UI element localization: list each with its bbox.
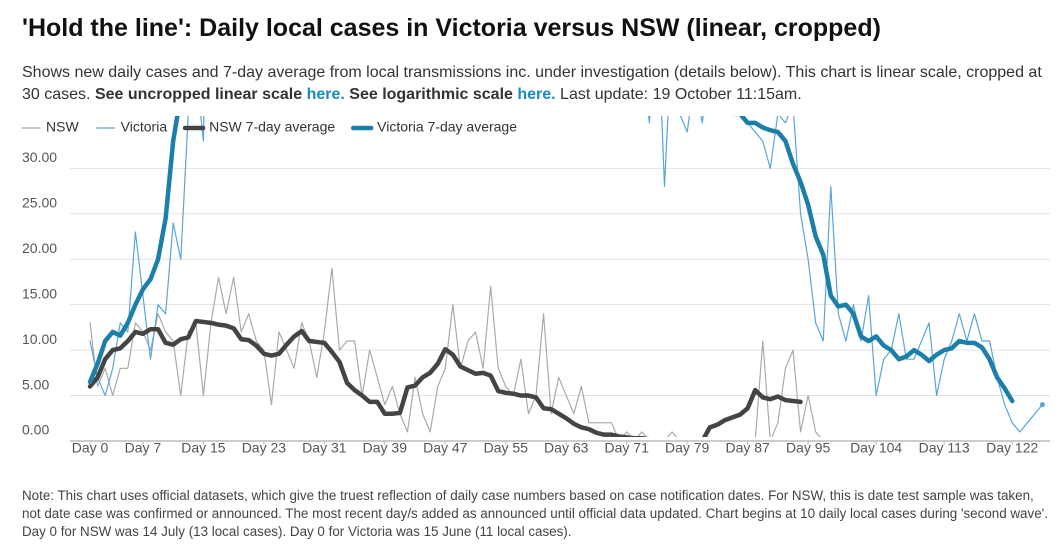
chart: 0.00 5.00 10.00 15.00 20.00 25.00 30.00 Day 0 Da… bbox=[21, 116, 1050, 456]
plot-area bbox=[87, 116, 1045, 437]
link[interactable]: here. bbox=[306, 86, 345, 103]
y-tick-label: 15.00 bbox=[22, 285, 57, 301]
legend: NSW Victoria NSW 7-day average Victoria 7-d… bbox=[21, 119, 517, 135]
subtitle-text: Last update: 19 October 11:15am. bbox=[555, 86, 802, 103]
x-tick-label: Day 113 bbox=[919, 440, 970, 456]
x-tick-label: Day 79 bbox=[665, 440, 710, 456]
x-tick-label: Day 15 bbox=[181, 440, 226, 456]
x-tick-label: Day 47 bbox=[423, 440, 468, 456]
legend-label: NSW 7-day average bbox=[209, 119, 335, 135]
y-tick-label: 25.00 bbox=[22, 194, 57, 210]
legend-label: Victoria 7-day average bbox=[377, 119, 517, 135]
x-tick-label: Day 71 bbox=[605, 440, 650, 456]
x-tick-label: Day 104 bbox=[850, 440, 902, 456]
subtitle-text: See logarithmic scale bbox=[344, 86, 518, 103]
y-tick-label: 30.00 bbox=[22, 149, 57, 165]
legend-label: Victoria bbox=[121, 119, 168, 135]
x-tick-label: Day 39 bbox=[363, 440, 408, 456]
x-tick-label: Day 63 bbox=[544, 440, 589, 456]
x-tick-label: Day 23 bbox=[242, 440, 287, 456]
x-tick-label: Day 0 bbox=[72, 440, 109, 456]
x-tick-label: Day 55 bbox=[484, 440, 529, 456]
x-tick-label: Day 122 bbox=[986, 440, 1038, 456]
series-line bbox=[89, 267, 821, 437]
y-tick-label: 5.00 bbox=[22, 376, 49, 392]
note: Note: This chart uses official datasets,… bbox=[22, 488, 1048, 539]
y-tick-label: 10.00 bbox=[22, 331, 57, 347]
series-line bbox=[87, 116, 1015, 404]
chart-title: 'Hold the line': Daily local cases in Vi… bbox=[22, 14, 881, 42]
subtitle: Shows new daily cases and 7-day average … bbox=[22, 62, 1057, 106]
subtitle-text: Shows new daily cases and 7-day average … bbox=[22, 64, 1047, 103]
series-line bbox=[89, 116, 1044, 433]
grid: 0.00 5.00 10.00 15.00 20.00 25.00 30.00 Day 0 Da… bbox=[22, 149, 1050, 456]
legend-label: NSW bbox=[46, 119, 79, 135]
x-tick-label: Day 87 bbox=[725, 440, 770, 456]
x-tick-label: Day 7 bbox=[125, 440, 162, 456]
subtitle-text: See uncropped linear scale bbox=[94, 86, 307, 103]
last-point bbox=[1039, 402, 1045, 408]
x-tick-label: Day 31 bbox=[302, 440, 347, 456]
link[interactable]: here. bbox=[517, 86, 556, 103]
x-tick-label: Day 95 bbox=[786, 440, 831, 456]
series-line bbox=[87, 318, 803, 437]
y-tick-label: 0.00 bbox=[22, 422, 49, 438]
y-tick-label: 20.00 bbox=[22, 240, 57, 256]
